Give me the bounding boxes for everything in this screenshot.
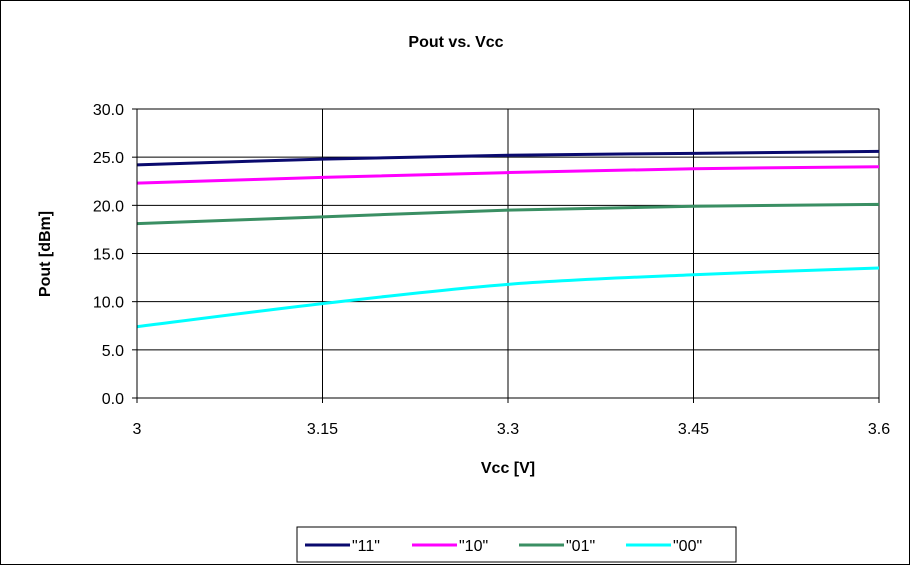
x-axis-ticks: 3 3.15 3.3 3.45 3.6 xyxy=(133,398,890,438)
y-axis-title: Pout [dBm] xyxy=(37,211,54,297)
y-tick-label: 30.0 xyxy=(93,102,124,119)
series-line-3 xyxy=(136,266,880,329)
y-tick-label: 10.0 xyxy=(93,295,124,312)
legend: "11" "10" "01" "00" xyxy=(305,538,702,555)
x-tick-label: 3.6 xyxy=(868,421,890,438)
series-line-2 xyxy=(136,202,880,226)
y-axis-ticks: 0.0 5.0 10.0 15.0 20.0 25.0 30.0 xyxy=(93,102,137,408)
legend-label-0: "11" xyxy=(352,538,380,555)
x-axis-title: Vcc [V] xyxy=(481,460,535,477)
y-tick-label: 15.0 xyxy=(93,247,124,264)
series-line-0 xyxy=(136,149,880,167)
x-tick-label: 3.45 xyxy=(678,421,709,438)
y-tick-label: 20.0 xyxy=(93,198,124,215)
x-tick-label: 3.3 xyxy=(497,421,519,438)
legend-label-3: "00" xyxy=(673,538,702,555)
legend-label-1: "10" xyxy=(459,538,488,555)
y-tick-label: 5.0 xyxy=(102,343,124,360)
x-tick-label: 3 xyxy=(133,421,142,438)
chart-title: Pout vs. Vcc xyxy=(408,34,503,51)
y-tick-label: 0.0 xyxy=(102,391,124,408)
legend-label-2: "01" xyxy=(566,538,595,555)
x-tick-label: 3.15 xyxy=(307,421,338,438)
series-line-1 xyxy=(136,165,880,185)
series-lines xyxy=(136,149,880,329)
y-tick-label: 25.0 xyxy=(93,150,124,167)
